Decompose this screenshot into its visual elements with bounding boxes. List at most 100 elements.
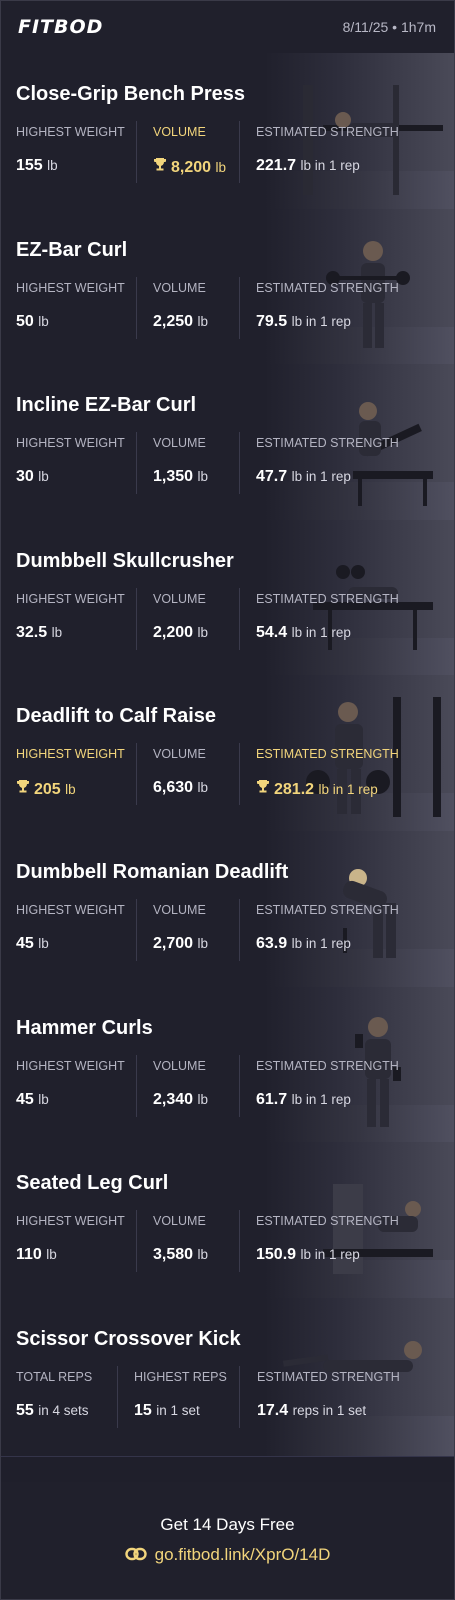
stat-value: 6,630 [153,779,193,796]
stat-column: ESTIMATED STRENGTH 17.4 reps in 1 set [257,1370,400,1420]
stat-label: HIGHEST WEIGHT [16,1059,125,1073]
stat-unit: lb in 1 rep [292,469,351,484]
stat-value: 2,340 [153,1091,193,1108]
stat-value: 32.5 [16,624,47,641]
stat-unit: lb [38,1092,49,1107]
exercise-card[interactable]: Scissor Crossover Kick TOTAL REPS 55 in 4 … [1,1298,454,1457]
stat-unit: lb in 1 rep [319,782,378,797]
stat-column: HIGHEST WEIGHT 32.5 lb [16,592,125,642]
stat-value-row: 3,580 lb [153,1246,208,1264]
stat-unit: lb [38,936,49,951]
stat-value: 47.7 [256,468,287,485]
stat-label: HIGHEST WEIGHT [16,125,125,139]
stat-value: 205 [34,781,61,798]
trophy-icon [153,157,167,175]
stat-label: VOLUME [153,592,208,606]
stat-unit: lb [38,314,49,329]
exercise-title: Dumbbell Romanian Deadlift [16,861,288,884]
stat-value-row: 2,700 lb [153,935,208,953]
stat-unit: lb [65,782,76,797]
stat-value: 2,700 [153,935,193,952]
stat-column: HIGHEST WEIGHT 45 lb [16,1059,125,1109]
stat-column: VOLUME 8,200 lb [153,125,226,177]
stat-value-row: 155 lb [16,157,125,175]
promo-link-text[interactable]: go.fitbod.link/XprO/14D [155,1545,331,1564]
stat-divider [239,899,240,961]
stat-unit: lb [198,314,209,329]
exercise-card[interactable]: Dumbbell Romanian Deadlift HIGHEST WEIGHT… [1,831,454,990]
stat-value-row: 32.5 lb [16,624,125,642]
stat-label: VOLUME [153,281,208,295]
exercise-title: Seated Leg Curl [16,1172,168,1195]
stat-value: 1,350 [153,468,193,485]
stat-unit: lb in 1 rep [301,1247,360,1262]
stat-unit: lb [216,160,227,175]
stat-value: 50 [16,313,34,330]
stat-value-row: 54.4 lb in 1 rep [256,624,399,642]
stat-value-row: 2,200 lb [153,624,208,642]
stat-divider [136,588,137,650]
link-icon [125,1546,147,1566]
stat-column: ESTIMATED STRENGTH 221.7 lb in 1 rep [256,125,399,175]
stat-divider [239,277,240,339]
stat-unit: lb [52,625,63,640]
stat-value-row: 150.9 lb in 1 rep [256,1246,399,1264]
exercise-title: Dumbbell Skullcrusher [16,550,234,573]
exercise-title: Incline EZ-Bar Curl [16,394,196,417]
exercise-title: Deadlift to Calf Raise [16,705,216,728]
stat-column: HIGHEST WEIGHT 45 lb [16,903,125,953]
exercise-card[interactable]: Hammer Curls HIGHEST WEIGHT 45 lb VOLUME 2,3… [1,987,454,1146]
stat-column: ESTIMATED STRENGTH 47.7 lb in 1 rep [256,436,399,486]
footer: Get 14 Days Free go.fitbod.link/XprO/14D [1,1482,454,1599]
stat-divider [136,1055,137,1117]
stat-divider [239,1055,240,1117]
stat-column: VOLUME 3,580 lb [153,1214,208,1264]
exercise-title: Scissor Crossover Kick [16,1328,241,1351]
stat-value-row: 281.2 lb in 1 rep [256,779,399,799]
stat-unit: lb in 1 rep [301,158,360,173]
stat-unit: lb [198,1247,209,1262]
stat-value: 110 [16,1246,42,1263]
stat-value: 2,200 [153,624,193,641]
stat-unit: lb [198,1092,209,1107]
stat-divider [239,743,240,805]
stat-column: HIGHEST WEIGHT 205 lb [16,747,125,799]
stat-label: VOLUME [153,903,208,917]
stat-value: 155 [16,157,43,174]
stat-value-row: 63.9 lb in 1 rep [256,935,399,953]
stat-value: 55 [16,1402,34,1419]
stat-value-row: 79.5 lb in 1 rep [256,313,399,331]
exercise-title: Close-Grip Bench Press [16,83,245,106]
stat-value: 281.2 [274,781,314,798]
exercise-card[interactable]: Seated Leg Curl HIGHEST WEIGHT 110 lb VOLUM… [1,1142,454,1301]
stat-column: VOLUME 2,340 lb [153,1059,208,1109]
exercise-card[interactable]: Close-Grip Bench Press HIGHEST WEIGHT 155 … [1,53,454,212]
stat-value: 30 [16,468,34,485]
trophy-icon [256,779,270,797]
stat-value: 79.5 [256,313,287,330]
stat-label: VOLUME [153,747,208,761]
stat-label: HIGHEST WEIGHT [16,592,125,606]
stat-value: 3,580 [153,1246,193,1263]
stat-label: VOLUME [153,436,208,450]
stat-value-row: 110 lb [16,1246,125,1264]
stat-column: VOLUME 1,350 lb [153,436,208,486]
exercise-card[interactable]: Deadlift to Calf Raise HIGHEST WEIGHT 205 … [1,675,454,834]
promo-text: Get 14 Days Free [1,1515,454,1535]
stat-unit: lb [198,780,209,795]
exercise-card[interactable]: Dumbbell Skullcrusher HIGHEST WEIGHT 32.5 … [1,520,454,679]
stat-value-row: 55 in 4 sets [16,1402,92,1420]
exercise-card[interactable]: EZ-Bar Curl HIGHEST WEIGHT 50 lb VOLUME 2,25… [1,209,454,368]
stat-column: ESTIMATED STRENGTH 63.9 lb in 1 rep [256,903,399,953]
stat-column: ESTIMATED STRENGTH 150.9 lb in 1 rep [256,1214,399,1264]
exercise-card[interactable]: Incline EZ-Bar Curl HIGHEST WEIGHT 30 lb VO… [1,364,454,523]
stat-value-row: 17.4 reps in 1 set [257,1402,400,1420]
stat-divider [136,121,137,183]
promo-link[interactable]: go.fitbod.link/XprO/14D [1,1545,454,1566]
stat-label: ESTIMATED STRENGTH [256,747,399,761]
stat-divider [117,1366,118,1428]
stat-value-row: 221.7 lb in 1 rep [256,157,399,175]
stat-value-row: 2,250 lb [153,313,208,331]
stat-column: HIGHEST WEIGHT 110 lb [16,1214,125,1264]
stat-column: HIGHEST WEIGHT 155 lb [16,125,125,175]
